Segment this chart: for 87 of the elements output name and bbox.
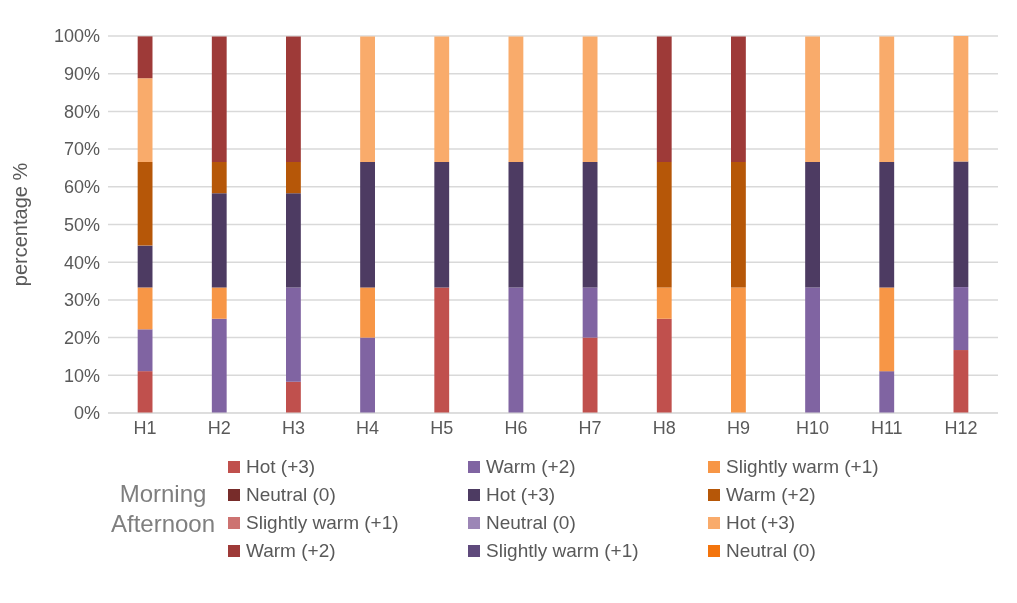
bar	[211, 318, 227, 413]
legend-label: Neutral (0)	[726, 539, 816, 563]
bar	[434, 161, 450, 288]
bar	[211, 36, 227, 162]
bar	[434, 287, 450, 413]
bar	[137, 371, 153, 413]
bar	[656, 161, 672, 288]
y-tick-label: 90%	[63, 64, 100, 85]
y-tick-label: 10%	[63, 365, 100, 386]
bar	[731, 161, 746, 288]
bar	[434, 36, 450, 162]
bar	[137, 78, 153, 162]
bar	[731, 287, 746, 413]
bar	[953, 350, 969, 413]
legend-label: Warm (+2)	[726, 483, 816, 507]
bar	[137, 287, 153, 330]
bar	[137, 161, 153, 246]
bar	[656, 318, 672, 413]
y-tick-label: 30%	[63, 290, 100, 311]
bar	[137, 329, 153, 372]
bar	[879, 371, 895, 413]
bar	[805, 287, 820, 413]
y-tick-label: 70%	[63, 139, 100, 160]
bar	[508, 287, 524, 413]
x-tick-label: H8	[652, 417, 676, 438]
bar	[360, 36, 375, 162]
bar	[286, 161, 301, 194]
bar	[582, 337, 598, 413]
bar	[953, 36, 969, 162]
bar	[137, 36, 153, 79]
bar	[286, 287, 301, 382]
bar	[879, 287, 895, 372]
x-tick-label: H1	[133, 417, 157, 438]
legend-label: Hot (+3)	[486, 483, 556, 507]
bar	[805, 36, 820, 162]
y-tick-label: 100%	[53, 26, 100, 47]
legend-label: Warm (+2)	[246, 539, 336, 563]
y-tick-label: 20%	[63, 327, 100, 348]
x-tick-label: H11	[870, 417, 903, 438]
x-tick-label: H9	[726, 417, 750, 438]
bar	[879, 36, 895, 162]
bar	[656, 287, 672, 319]
x-tick-label: H10	[796, 417, 830, 438]
bar	[211, 193, 227, 288]
bar	[805, 161, 820, 288]
x-tick-label: H2	[207, 417, 231, 438]
legend-label: Warm (+2)	[486, 455, 576, 479]
x-tick-label: H6	[504, 417, 528, 438]
y-tick-label: 40%	[63, 252, 100, 273]
legend-label: Slightly warm (+1)	[726, 455, 879, 479]
legend-label: Neutral (0)	[246, 483, 336, 507]
legend-label: Hot (+3)	[246, 455, 316, 479]
x-tick-label: H7	[578, 417, 602, 438]
bar	[286, 36, 301, 162]
y-tick-label: 50%	[63, 214, 100, 235]
text: Afternoon	[109, 509, 217, 539]
y-tick-label: 0%	[73, 403, 100, 424]
bar	[360, 337, 375, 413]
bar	[360, 287, 375, 338]
bar	[211, 161, 227, 194]
bar	[137, 245, 153, 288]
bar	[953, 161, 969, 288]
y-tick-label: 60%	[63, 177, 100, 198]
x-tick-label: H4	[356, 417, 380, 438]
legend-label: Neutral (0)	[486, 511, 576, 535]
bar	[879, 161, 895, 288]
bar	[360, 161, 375, 288]
x-tick-label: H5	[430, 417, 454, 438]
y-axis-title: percentage %	[9, 162, 32, 287]
bar	[582, 287, 598, 338]
bar	[211, 287, 227, 319]
y-tick-label: 80%	[63, 101, 100, 122]
bar	[953, 287, 969, 351]
bar	[582, 161, 598, 288]
x-tick-label: H12	[944, 417, 978, 438]
legend-label: Hot (+3)	[726, 511, 796, 535]
legend-label: Slightly warm (+1)	[246, 511, 399, 535]
bar	[508, 161, 524, 288]
bar	[731, 36, 746, 162]
bar	[286, 193, 301, 288]
bar	[582, 36, 598, 162]
bar	[508, 36, 524, 162]
legend-label: Slightly warm (+1)	[486, 539, 639, 563]
bar	[286, 381, 301, 413]
x-tick-label: H3	[281, 417, 305, 438]
text: Morning	[118, 479, 208, 509]
bar	[656, 36, 672, 162]
